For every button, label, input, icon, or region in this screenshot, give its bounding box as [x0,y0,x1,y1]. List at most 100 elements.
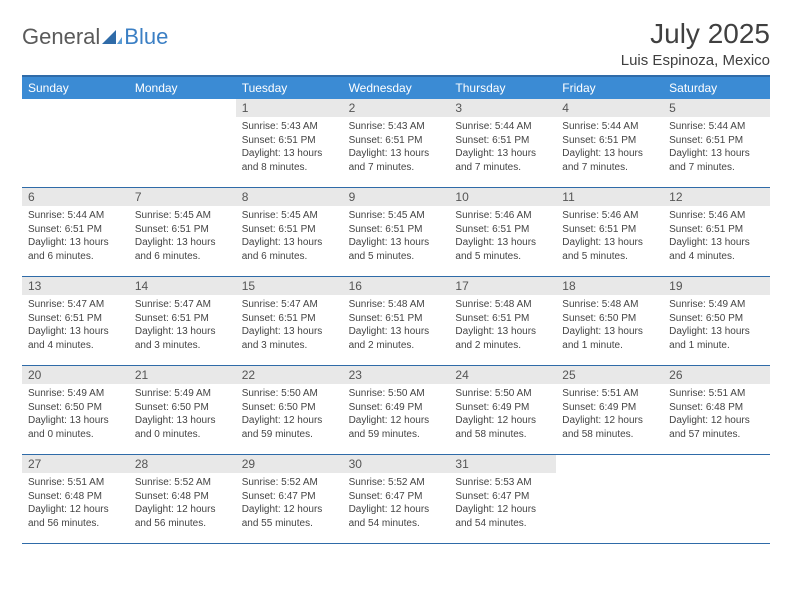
day-number [663,455,770,473]
day-cell: 23Sunrise: 5:50 AMSunset: 6:49 PMDayligh… [343,366,450,454]
day-header: Saturday [663,77,770,99]
day-cell: 10Sunrise: 5:46 AMSunset: 6:51 PMDayligh… [449,188,556,276]
month-title: July 2025 [621,18,770,50]
day-number: 22 [236,366,343,384]
day-details: Sunrise: 5:46 AMSunset: 6:51 PMDaylight:… [449,206,556,266]
day-details: Sunrise: 5:44 AMSunset: 6:51 PMDaylight:… [449,117,556,177]
location: Luis Espinoza, Mexico [621,52,770,69]
day-details: Sunrise: 5:48 AMSunset: 6:51 PMDaylight:… [343,295,450,355]
week-row: 27Sunrise: 5:51 AMSunset: 6:48 PMDayligh… [22,455,770,544]
day-details: Sunrise: 5:49 AMSunset: 6:50 PMDaylight:… [22,384,129,444]
day-cell: 9Sunrise: 5:45 AMSunset: 6:51 PMDaylight… [343,188,450,276]
day-cell: 22Sunrise: 5:50 AMSunset: 6:50 PMDayligh… [236,366,343,454]
day-details: Sunrise: 5:52 AMSunset: 6:47 PMDaylight:… [236,473,343,533]
day-cell [556,455,663,543]
day-details: Sunrise: 5:48 AMSunset: 6:51 PMDaylight:… [449,295,556,355]
logo-sail-icon [102,30,122,44]
day-details: Sunrise: 5:46 AMSunset: 6:51 PMDaylight:… [663,206,770,266]
day-cell: 16Sunrise: 5:48 AMSunset: 6:51 PMDayligh… [343,277,450,365]
day-cell: 30Sunrise: 5:52 AMSunset: 6:47 PMDayligh… [343,455,450,543]
day-details: Sunrise: 5:50 AMSunset: 6:49 PMDaylight:… [343,384,450,444]
day-cell: 8Sunrise: 5:45 AMSunset: 6:51 PMDaylight… [236,188,343,276]
day-number: 29 [236,455,343,473]
day-number: 25 [556,366,663,384]
day-cell [663,455,770,543]
day-number: 11 [556,188,663,206]
day-cell: 25Sunrise: 5:51 AMSunset: 6:49 PMDayligh… [556,366,663,454]
logo-text-general: General [22,24,100,50]
day-details: Sunrise: 5:53 AMSunset: 6:47 PMDaylight:… [449,473,556,533]
day-number: 15 [236,277,343,295]
day-number: 4 [556,99,663,117]
title-block: July 2025 Luis Espinoza, Mexico [621,18,770,69]
week-row: 20Sunrise: 5:49 AMSunset: 6:50 PMDayligh… [22,366,770,455]
day-cell: 29Sunrise: 5:52 AMSunset: 6:47 PMDayligh… [236,455,343,543]
day-details: Sunrise: 5:43 AMSunset: 6:51 PMDaylight:… [236,117,343,177]
day-cell: 14Sunrise: 5:47 AMSunset: 6:51 PMDayligh… [129,277,236,365]
day-number: 9 [343,188,450,206]
day-details: Sunrise: 5:45 AMSunset: 6:51 PMDaylight:… [236,206,343,266]
day-cell: 27Sunrise: 5:51 AMSunset: 6:48 PMDayligh… [22,455,129,543]
week-row: 6Sunrise: 5:44 AMSunset: 6:51 PMDaylight… [22,188,770,277]
day-number [556,455,663,473]
day-cell: 31Sunrise: 5:53 AMSunset: 6:47 PMDayligh… [449,455,556,543]
day-cell: 12Sunrise: 5:46 AMSunset: 6:51 PMDayligh… [663,188,770,276]
day-details: Sunrise: 5:43 AMSunset: 6:51 PMDaylight:… [343,117,450,177]
day-cell: 21Sunrise: 5:49 AMSunset: 6:50 PMDayligh… [129,366,236,454]
day-details: Sunrise: 5:49 AMSunset: 6:50 PMDaylight:… [129,384,236,444]
day-number: 24 [449,366,556,384]
day-details: Sunrise: 5:45 AMSunset: 6:51 PMDaylight:… [129,206,236,266]
day-number: 5 [663,99,770,117]
day-header: Sunday [22,77,129,99]
day-number: 1 [236,99,343,117]
day-cell: 18Sunrise: 5:48 AMSunset: 6:50 PMDayligh… [556,277,663,365]
day-details: Sunrise: 5:50 AMSunset: 6:50 PMDaylight:… [236,384,343,444]
day-number: 23 [343,366,450,384]
day-details: Sunrise: 5:44 AMSunset: 6:51 PMDaylight:… [663,117,770,177]
day-details: Sunrise: 5:51 AMSunset: 6:48 PMDaylight:… [22,473,129,533]
day-cell: 19Sunrise: 5:49 AMSunset: 6:50 PMDayligh… [663,277,770,365]
day-cell: 26Sunrise: 5:51 AMSunset: 6:48 PMDayligh… [663,366,770,454]
calendar: SundayMondayTuesdayWednesdayThursdayFrid… [22,75,770,544]
day-number: 28 [129,455,236,473]
day-number: 21 [129,366,236,384]
day-cell: 15Sunrise: 5:47 AMSunset: 6:51 PMDayligh… [236,277,343,365]
day-number [129,99,236,117]
day-header: Thursday [449,77,556,99]
day-details: Sunrise: 5:48 AMSunset: 6:50 PMDaylight:… [556,295,663,355]
day-number: 14 [129,277,236,295]
day-cell: 24Sunrise: 5:50 AMSunset: 6:49 PMDayligh… [449,366,556,454]
day-number: 31 [449,455,556,473]
logo: General Blue [22,24,168,50]
day-number: 30 [343,455,450,473]
day-header: Friday [556,77,663,99]
day-header: Wednesday [343,77,450,99]
logo-text-blue: Blue [124,24,168,50]
day-cell [129,99,236,187]
day-number: 12 [663,188,770,206]
day-number: 13 [22,277,129,295]
day-header: Tuesday [236,77,343,99]
day-number [22,99,129,117]
day-cell [22,99,129,187]
day-details: Sunrise: 5:45 AMSunset: 6:51 PMDaylight:… [343,206,450,266]
day-cell: 20Sunrise: 5:49 AMSunset: 6:50 PMDayligh… [22,366,129,454]
day-details: Sunrise: 5:51 AMSunset: 6:48 PMDaylight:… [663,384,770,444]
day-details: Sunrise: 5:47 AMSunset: 6:51 PMDaylight:… [22,295,129,355]
calendar-header-row: SundayMondayTuesdayWednesdayThursdayFrid… [22,77,770,99]
week-row: 1Sunrise: 5:43 AMSunset: 6:51 PMDaylight… [22,99,770,188]
day-cell: 5Sunrise: 5:44 AMSunset: 6:51 PMDaylight… [663,99,770,187]
day-cell: 6Sunrise: 5:44 AMSunset: 6:51 PMDaylight… [22,188,129,276]
day-number: 7 [129,188,236,206]
day-details: Sunrise: 5:47 AMSunset: 6:51 PMDaylight:… [236,295,343,355]
day-number: 6 [22,188,129,206]
day-details: Sunrise: 5:51 AMSunset: 6:49 PMDaylight:… [556,384,663,444]
day-details: Sunrise: 5:47 AMSunset: 6:51 PMDaylight:… [129,295,236,355]
day-number: 10 [449,188,556,206]
day-details: Sunrise: 5:46 AMSunset: 6:51 PMDaylight:… [556,206,663,266]
day-cell: 28Sunrise: 5:52 AMSunset: 6:48 PMDayligh… [129,455,236,543]
day-number: 17 [449,277,556,295]
calendar-body: 1Sunrise: 5:43 AMSunset: 6:51 PMDaylight… [22,99,770,544]
day-number: 2 [343,99,450,117]
day-number: 18 [556,277,663,295]
